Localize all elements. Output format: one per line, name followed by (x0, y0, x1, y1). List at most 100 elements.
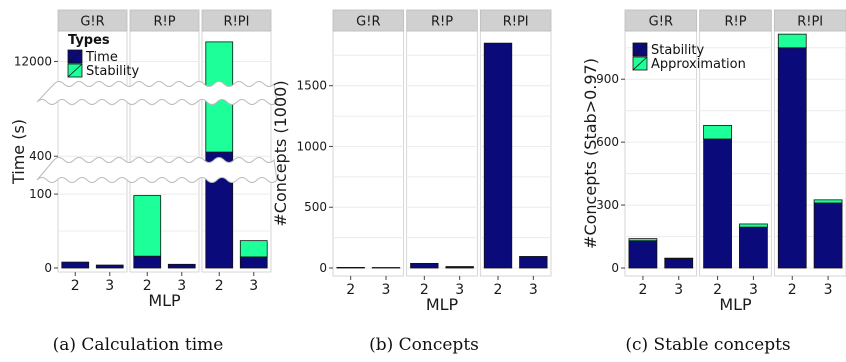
legend-swatch-slash (632, 56, 648, 71)
bar-r-pi-3-s1 (813, 199, 843, 204)
facet-strip (624, 9, 698, 32)
x-tick-label: 3 (455, 282, 464, 298)
facet-strip (129, 9, 200, 32)
bar-g-r-3-s1 (664, 257, 694, 260)
bar-g-r-2-s0 (61, 261, 90, 269)
bar-r-pi-3-s0 (239, 256, 268, 269)
legend-label-stability: Stability (651, 43, 705, 58)
bar-r-pi-2-s1 (777, 33, 807, 49)
facet-label-r-pi: R!PI (797, 15, 823, 30)
facet-strip (332, 9, 405, 32)
panel-calculation-time: G!R 2 3 R!P 2 3 R!PI 2 3 0 100 400 12000 MLP Time (s) T… (9, 9, 278, 310)
y-tick-label: 1500 (296, 79, 327, 93)
caption-c: (c) Stable concepts (625, 335, 790, 355)
facet-strip (699, 9, 772, 32)
y-tick-label: 600 (596, 135, 619, 149)
x-tick-label: 3 (382, 282, 391, 298)
facet-strip (479, 9, 552, 32)
bar-r-p-3-s0 (445, 266, 474, 269)
facet-label-g-r: G!R (356, 15, 380, 30)
y-tick-label: 0 (44, 261, 52, 275)
x-tick-label: 3 (177, 278, 186, 294)
x-tick-label: 2 (788, 282, 797, 298)
axis-break (36, 81, 278, 105)
x-tick-label: 3 (249, 278, 258, 294)
facet-label-r-p: R!P (431, 15, 453, 30)
facet-background (406, 30, 478, 277)
x-tick-label: 2 (638, 282, 647, 298)
facet-strip (57, 9, 128, 32)
bar-r-pi-3-s1 (239, 240, 268, 258)
panel-stable-concepts: G!R 2 3 R!P 2 3 R!PI 2 3 0 300 600 900 MLP #Concepts (… (581, 9, 846, 314)
caption-b: (b) Concepts (369, 335, 479, 355)
y-tick-label: 100 (29, 187, 52, 201)
facet-label-r-pi: R!PI (503, 15, 529, 30)
y-axis-label: Time (s) (9, 119, 28, 185)
legend-swatch-slash (632, 42, 648, 57)
x-tick-label: 2 (143, 278, 152, 294)
x-tick-label: 3 (674, 282, 683, 298)
legend-label-stability: Stability (86, 64, 140, 79)
x-tick-label: 2 (420, 282, 429, 298)
y-tick-label: 1000 (296, 139, 327, 153)
bar-g-r-2-s0 (336, 266, 365, 269)
facet-background (624, 30, 698, 277)
legend-label-time: Time (85, 50, 118, 65)
x-axis-label: MLP (148, 291, 181, 310)
x-tick-label: 2 (713, 282, 722, 298)
y-tick-label: 400 (29, 149, 52, 163)
x-tick-label: 3 (105, 278, 114, 294)
x-tick-label: 2 (71, 278, 80, 294)
bar-g-r-2-s1 (628, 238, 658, 242)
legend-swatch-slash (67, 49, 83, 64)
bar-r-p-2-s0 (410, 262, 439, 269)
legend-label-approximation: Approximation (651, 57, 746, 72)
facet-label-g-r: G!R (80, 15, 104, 30)
x-tick-label: 2 (494, 282, 503, 298)
facet-background (129, 30, 200, 273)
legend-swatch-slash (67, 63, 83, 78)
facet-strip (406, 9, 478, 32)
bar-r-p-3-s0 (167, 263, 196, 269)
bar-r-p-2-s1 (703, 124, 732, 140)
bar-r-p-3-s1 (739, 223, 768, 228)
bar-r-pi-2-s0 (483, 42, 513, 269)
y-tick-label: 900 (596, 72, 619, 86)
y-axis-label: #Concepts (1000) (271, 80, 290, 226)
y-axis-label: #Concepts (Stab>0.97) (581, 58, 600, 249)
bar-r-p-2-s1 (133, 195, 162, 257)
y-tick-label: 500 (304, 200, 327, 214)
bar-r-pi-2-s0 (777, 47, 807, 269)
x-tick-label: 2 (346, 282, 355, 298)
legend-title: Types (68, 33, 110, 48)
bar-g-r-3-s0 (371, 267, 401, 269)
facet-label-r-p: R!P (153, 15, 175, 30)
axis-break-marks (36, 81, 278, 183)
bar-r-p-3-s0 (739, 226, 768, 269)
facet-strip (201, 9, 272, 32)
facet-label-r-pi: R!PI (224, 15, 250, 30)
bar-g-r-2-s0 (628, 240, 658, 269)
facet-background (332, 30, 405, 277)
panel-concepts: G!R 2 3 R!P 2 3 R!PI 2 3 0 500 1000 1500 MLP #Concepts… (271, 9, 552, 314)
y-tick-label: 12000 (14, 54, 52, 68)
bar-r-pi-3-s0 (519, 256, 548, 269)
bar-r-pi-3-s0 (813, 202, 843, 269)
x-tick-label: 3 (749, 282, 758, 298)
x-tick-label: 3 (824, 282, 833, 298)
y-tick-label: 0 (611, 261, 619, 275)
axis-break (36, 157, 278, 183)
facet-label-r-p: R!P (724, 15, 746, 30)
bar-r-p-2-s0 (703, 138, 732, 269)
bar-g-r-3-s0 (664, 258, 694, 269)
x-axis-label: MLP (719, 295, 752, 314)
x-axis-label: MLP (426, 295, 459, 314)
facet-label-g-r: G!R (649, 15, 673, 30)
y-tick-label: 300 (596, 198, 619, 212)
bar-r-p-2-s0 (133, 255, 162, 269)
x-tick-label: 2 (215, 278, 224, 294)
y-tick-label: 0 (319, 261, 327, 275)
